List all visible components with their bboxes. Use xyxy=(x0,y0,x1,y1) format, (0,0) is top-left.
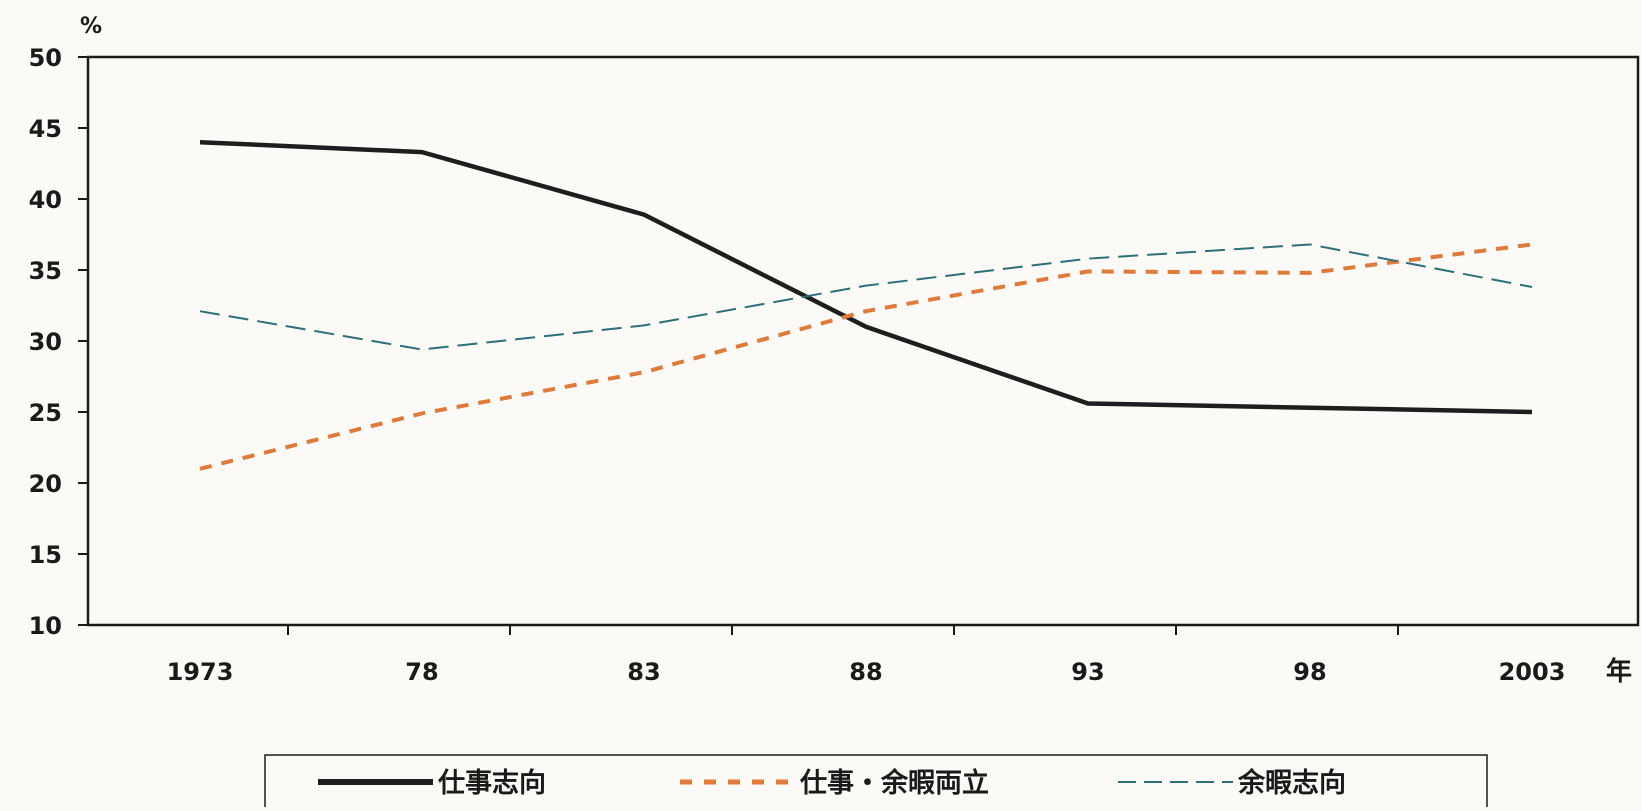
y-unit-label: % xyxy=(80,14,102,39)
legend-label-2: 仕事・余暇両立 xyxy=(799,767,989,799)
series-line-3 xyxy=(200,244,1532,349)
y-tick-label: 25 xyxy=(29,399,62,427)
y-tick-label: 35 xyxy=(29,257,62,285)
legend-label-3: 余暇志向 xyxy=(1237,767,1346,799)
y-tick-label: 40 xyxy=(29,186,62,214)
x-unit-label: 年 xyxy=(1606,656,1632,687)
y-tick-label: 45 xyxy=(29,115,62,143)
x-tick-label: 98 xyxy=(1293,658,1326,686)
plot-area xyxy=(88,57,1638,625)
legend-label-1: 仕事志向 xyxy=(437,767,546,799)
y-tick-label: 15 xyxy=(29,541,62,569)
x-tick-label: 93 xyxy=(1071,658,1104,686)
x-tick-label: 83 xyxy=(627,658,660,686)
series-line-1 xyxy=(200,142,1532,412)
x-tick-label: 88 xyxy=(849,658,882,686)
series-line-2 xyxy=(200,244,1532,468)
x-tick-label: 2003 xyxy=(1499,658,1566,686)
legend: 仕事志向 仕事・余暇両立 余暇志向 xyxy=(265,755,1487,807)
y-tick-label: 30 xyxy=(29,328,62,356)
x-tick-label: 78 xyxy=(405,658,438,686)
y-tick-label: 50 xyxy=(29,44,62,72)
y-tick-label: 10 xyxy=(29,612,62,640)
y-tick-label: 20 xyxy=(29,470,62,498)
x-tick-label: 1973 xyxy=(167,658,234,686)
